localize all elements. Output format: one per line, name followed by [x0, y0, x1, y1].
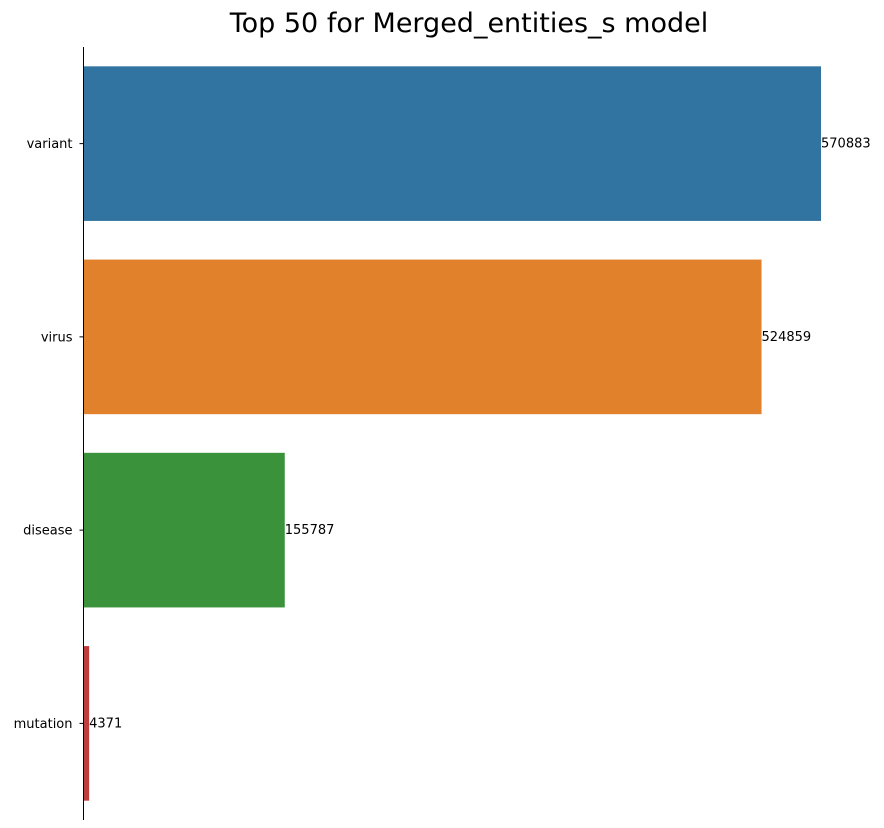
value-labels: 570883 524859 155787 4371 — [89, 137, 870, 732]
bar-value-label: 4371 — [89, 716, 122, 731]
bar-mutation — [83, 646, 90, 801]
y-axis-ticks: variant virus disease mutation — [14, 137, 84, 732]
y-tick-label: virus — [41, 330, 73, 345]
chart-title: Top 50 for Merged_entities_s model — [229, 8, 709, 39]
bar-value-label: 570883 — [821, 137, 871, 152]
bar-virus — [83, 259, 762, 415]
bars-layer — [83, 66, 821, 801]
y-tick-label: variant — [27, 137, 73, 152]
bar-value-label: 524859 — [762, 330, 812, 345]
y-tick-label: disease — [23, 524, 72, 539]
bar-variant — [83, 66, 821, 221]
y-tick-label: mutation — [14, 717, 73, 732]
bar-value-label: 155787 — [285, 523, 335, 538]
bar-disease — [83, 452, 285, 608]
